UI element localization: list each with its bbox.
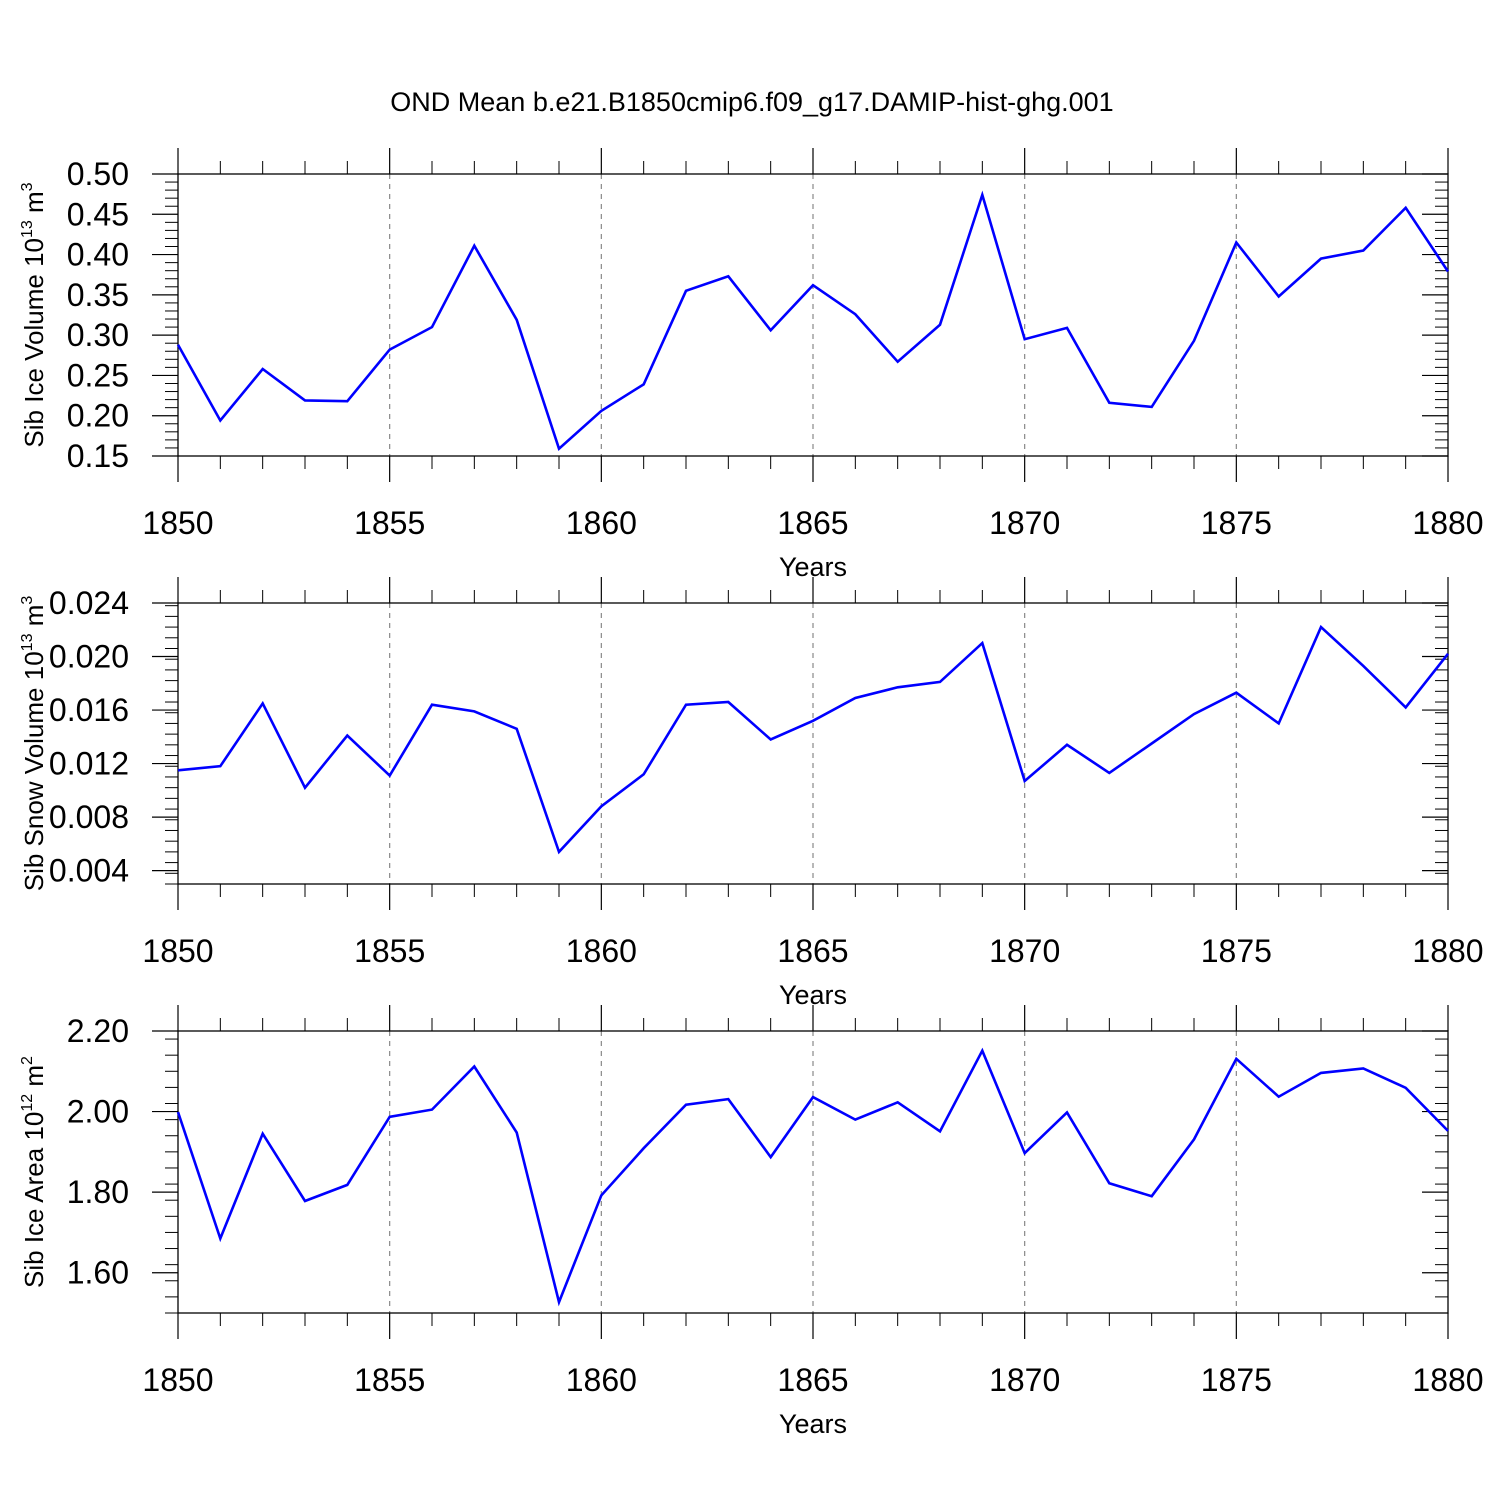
- x-tick-label: 1870: [989, 505, 1060, 541]
- x-tick-label: 1880: [1412, 1362, 1483, 1398]
- y-tick-label: 2.20: [67, 1013, 129, 1049]
- y-tick-label: 0.15: [67, 438, 129, 474]
- x-tick-label: 1860: [566, 505, 637, 541]
- y-tick-label: 0.35: [67, 277, 129, 313]
- y-tick-label: 0.30: [67, 317, 129, 353]
- chart-title: OND Mean b.e21.B1850cmip6.f09_g17.DAMIP-…: [390, 87, 1113, 117]
- panel-sib-ice-area: 1.60 1.80 2.00 2.20 1850 1855 1860 1865 1870 1875…: [19, 1005, 1484, 1439]
- x-tick-label: 1850: [142, 933, 213, 969]
- series-line: [177, 624, 1450, 855]
- x-tick-label: 1870: [989, 1362, 1060, 1398]
- y-axis-label: Sib Ice Area 1012 m2: [19, 1056, 49, 1288]
- x-tick-label: 1865: [777, 1362, 848, 1398]
- x-tick-label: 1880: [1412, 505, 1483, 541]
- x-axis-label: Years: [779, 1409, 847, 1439]
- panel-sib-snow-volume: 0.004 0.008 0.012 0.016 0.020 0.024 1850 1855 18…: [19, 577, 1484, 1010]
- series-line: [176, 190, 1450, 451]
- x-tick-label: 1855: [354, 933, 425, 969]
- x-tick-label: 1875: [1201, 505, 1272, 541]
- y-tick-label: 0.004: [49, 853, 129, 889]
- y-tick-label: 0.020: [49, 639, 129, 675]
- x-tick-label: 1880: [1412, 933, 1483, 969]
- x-tick-label: 1855: [354, 505, 425, 541]
- y-tick-label: 0.012: [49, 746, 129, 782]
- y-tick-label: 0.20: [67, 398, 129, 434]
- y-axis-label: Sib Snow Volume 1013 m3: [19, 596, 49, 892]
- y-tick-label: 0.45: [67, 196, 129, 232]
- y-tick-label: 2.00: [67, 1094, 129, 1130]
- x-tick-label: 1850: [142, 1362, 213, 1398]
- y-tick-label: 0.008: [49, 799, 129, 835]
- x-tick-label: 1870: [989, 933, 1060, 969]
- y-tick-label: 0.016: [49, 692, 129, 728]
- y-tick-label: 0.50: [67, 156, 129, 192]
- y-tick-label: 0.40: [67, 237, 129, 273]
- x-tick-label: 1865: [777, 933, 848, 969]
- x-tick-label: 1860: [566, 1362, 637, 1398]
- y-tick-label: 0.024: [49, 585, 129, 621]
- x-tick-label: 1865: [777, 505, 848, 541]
- y-tick-label: 1.60: [67, 1255, 129, 1291]
- y-tick-label: 1.80: [67, 1174, 129, 1210]
- series-line: [176, 1047, 1449, 1307]
- x-tick-label: 1875: [1201, 933, 1272, 969]
- x-tick-label: 1850: [142, 505, 213, 541]
- y-tick-label: 0.25: [67, 357, 129, 393]
- x-tick-label: 1855: [354, 1362, 425, 1398]
- x-tick-label: 1860: [566, 933, 637, 969]
- panel-sib-ice-volume: 0.15 0.20 0.25 0.30 0.35 0.40 0.45 0.50 1850 1855…: [19, 148, 1484, 582]
- x-tick-label: 1875: [1201, 1362, 1272, 1398]
- y-axis-label: Sib Ice Volume 1013 m3: [19, 182, 49, 447]
